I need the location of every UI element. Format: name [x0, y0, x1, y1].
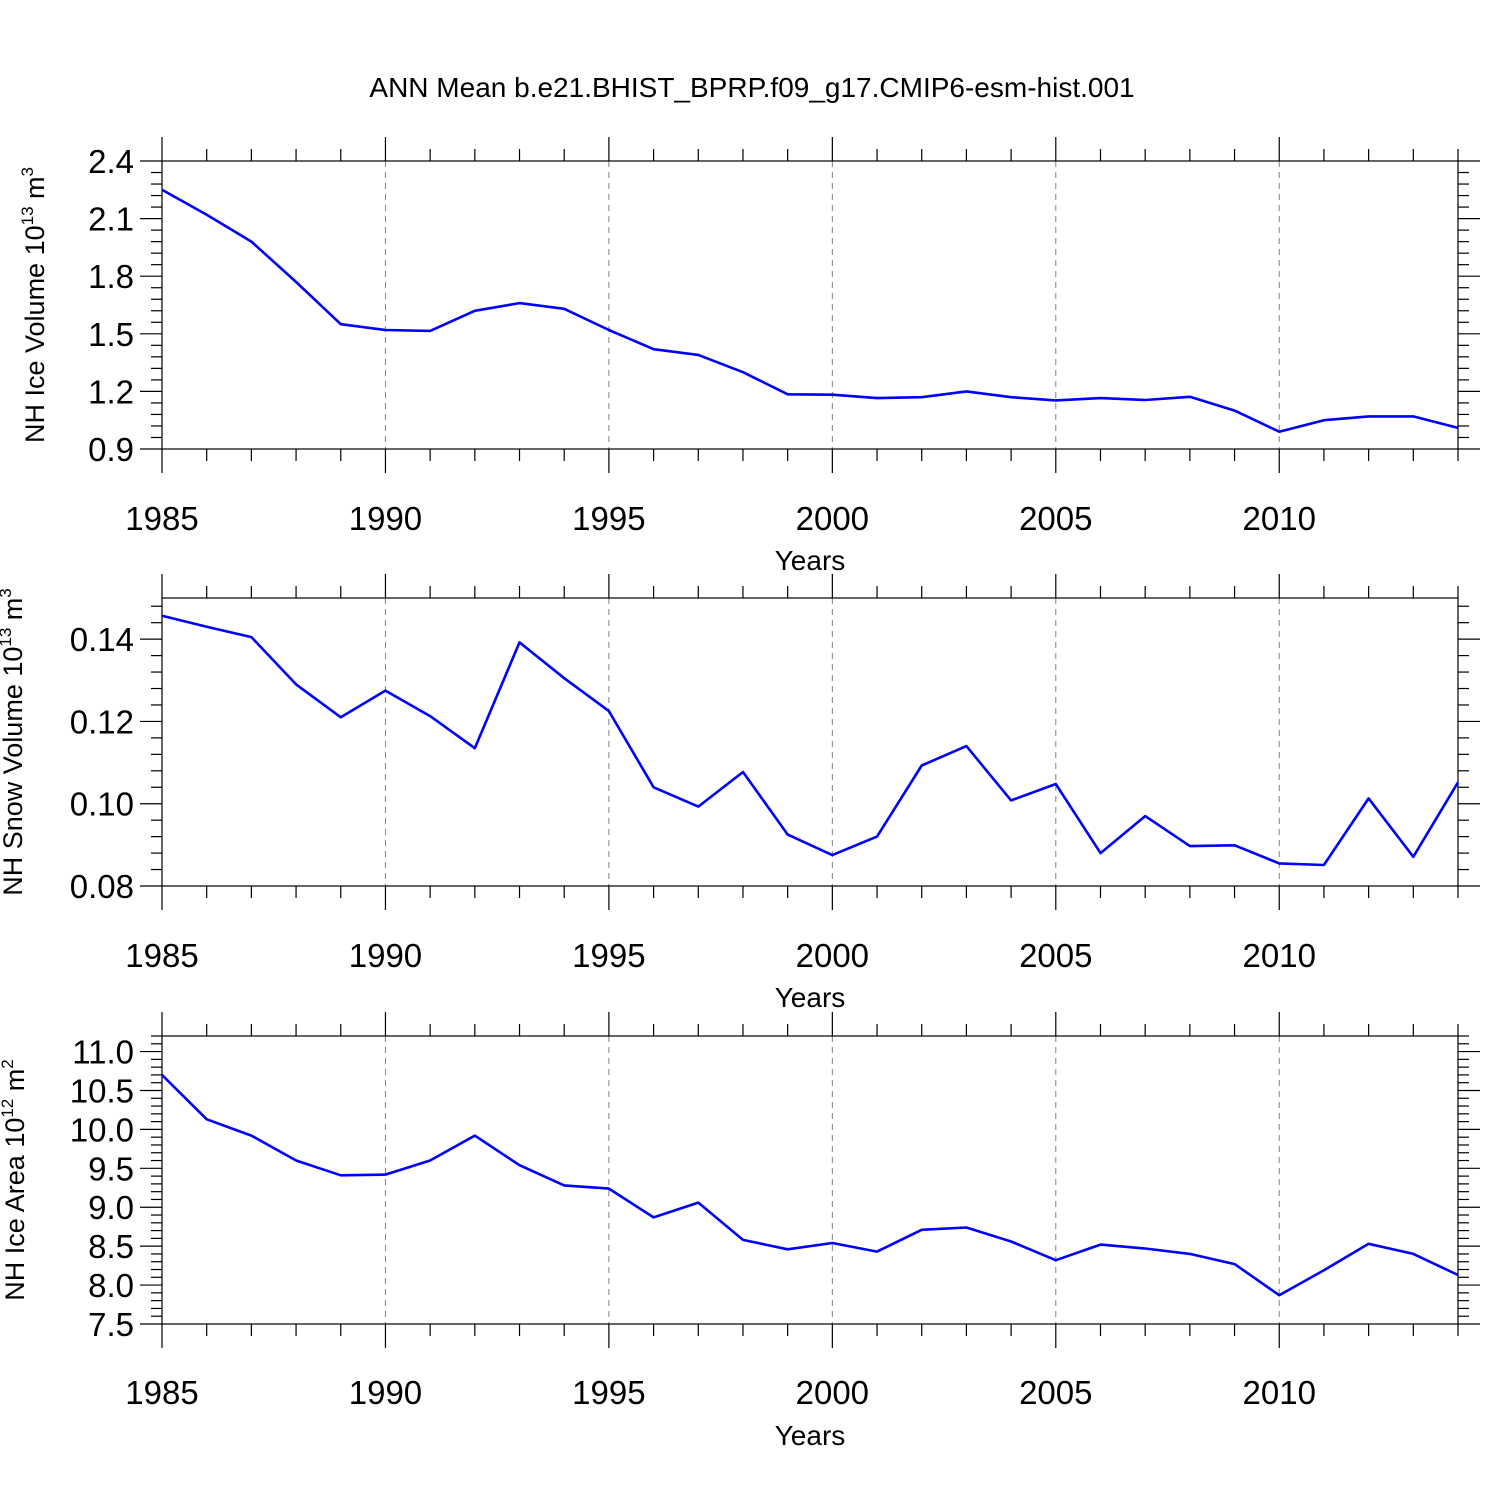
y-tick-label: 2.1	[88, 201, 134, 238]
y-tick-label: 1.5	[88, 316, 134, 353]
x-tick-label: 1990	[349, 500, 422, 537]
y-tick-label: 1.2	[88, 373, 134, 410]
x-axis-title: Years	[775, 1420, 846, 1451]
x-tick-label: 2010	[1243, 937, 1316, 974]
series-line	[161, 614, 1460, 867]
panels: 0.9 1.2 1.5 1.8 2.1 2.4 1985 1990 1995 2000 2005 20…	[0, 137, 1480, 1451]
y-tick-label: 0.10	[70, 786, 134, 823]
y-tick-label: 10.5	[70, 1072, 134, 1109]
y-tick-label: 9.0	[88, 1189, 134, 1226]
plot-frame	[161, 1035, 1459, 1325]
y-axis-title: NH Ice Area 1012 m2	[0, 1059, 30, 1300]
x-tick-label: 2005	[1019, 1374, 1092, 1411]
y-axis-title: NH Ice Volume 1013 m3	[18, 167, 50, 443]
plot-frame	[161, 597, 1459, 887]
x-axis-title: Years	[775, 545, 846, 576]
series-line	[161, 1073, 1459, 1297]
x-tick-label: 2010	[1243, 1374, 1316, 1411]
x-tick-label: 2000	[796, 500, 869, 537]
y-tick-label: 0.14	[70, 621, 134, 658]
y-tick-label: 8.5	[88, 1228, 134, 1265]
x-tick-label: 1990	[349, 937, 422, 974]
x-tick-label: 1995	[572, 937, 645, 974]
y-tick-label: 0.08	[70, 868, 134, 905]
x-tick-label: 2000	[796, 937, 869, 974]
plot-frame	[161, 160, 1459, 450]
y-tick-label: 1.8	[88, 258, 134, 295]
y-tick-label: 8.0	[88, 1267, 134, 1304]
x-tick-label: 1985	[125, 937, 198, 974]
x-tick-label: 1985	[125, 1374, 198, 1411]
x-tick-label: 2005	[1019, 937, 1092, 974]
y-tick-label: 7.5	[88, 1306, 134, 1343]
x-tick-label: 2000	[796, 1374, 869, 1411]
y-tick-label: 0.12	[70, 703, 134, 740]
x-tick-label: 1995	[572, 1374, 645, 1411]
y-tick-label: 2.4	[88, 143, 134, 180]
x-axis-title: Years	[775, 982, 846, 1013]
y-axis-title: NH Snow Volume 1013 m3	[0, 588, 28, 896]
x-tick-label: 1990	[349, 1374, 422, 1411]
y-tick-label: 10.0	[70, 1111, 134, 1148]
panel-1: 0.9 1.2 1.5 1.8 2.1 2.4 1985 1990 1995 2000 2005 20…	[18, 137, 1480, 576]
panel-2: 0.08 0.10 0.12 0.14 1985 1990 1995 2000 2005 2010…	[0, 574, 1480, 1013]
panel-3: 7.58.08.59.09.510.010.511.0 1985 1990 1995 2…	[0, 1012, 1480, 1451]
x-tick-label: 1985	[125, 500, 198, 537]
x-tick-label: 2005	[1019, 500, 1092, 537]
y-tick-label: 9.5	[88, 1150, 134, 1187]
figure-title: ANN Mean b.e21.BHIST_BPRP.f09_g17.CMIP6-…	[369, 72, 1134, 103]
y-tick-label: 11.0	[72, 1034, 134, 1071]
y-tick-label: 0.9	[88, 431, 134, 468]
series-line	[161, 188, 1459, 434]
x-tick-label: 1995	[572, 500, 645, 537]
x-tick-label: 2010	[1243, 500, 1316, 537]
